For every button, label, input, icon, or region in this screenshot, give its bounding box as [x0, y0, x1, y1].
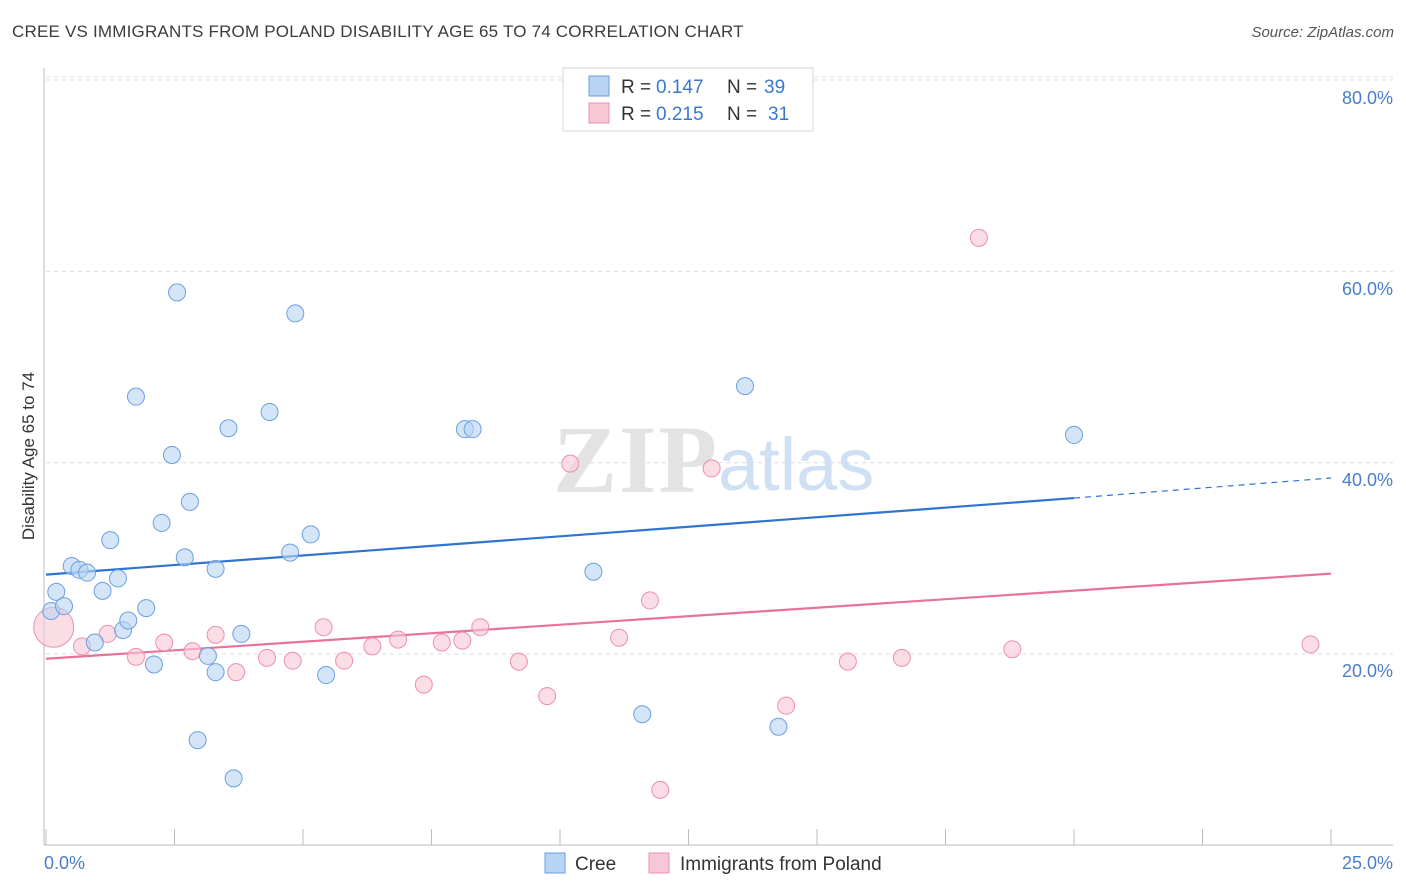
data-point-cree: [301, 525, 320, 544]
bottom-legend: Cree Immigrants from Poland: [544, 852, 882, 875]
data-point-cree: [78, 563, 97, 582]
data-point-poland: [777, 696, 796, 715]
y-tick-label-20: 20.0%: [1342, 661, 1393, 681]
data-point-cree: [633, 705, 652, 724]
data-point-poland: [1301, 635, 1320, 654]
legend-n-label-poland: N =: [727, 104, 757, 125]
data-point-cree: [137, 599, 156, 618]
trend-line-poland: [45, 572, 1332, 660]
bottom-legend-label-poland: Immigrants from Poland: [680, 854, 882, 875]
data-point-poland: [155, 633, 174, 652]
data-point-poland: [414, 675, 433, 694]
data-point-cree: [108, 569, 127, 588]
data-point-poland: [561, 454, 580, 473]
data-point-cree: [1065, 425, 1083, 444]
legend-n-label-cree: N =: [727, 77, 757, 98]
bottom-legend-swatch-poland: [648, 852, 670, 874]
data-point-poland: [610, 628, 629, 647]
chart-title: CREE VS IMMIGRANTS FROM POLAND DISABILIT…: [12, 22, 744, 41]
data-point-poland: [314, 618, 333, 637]
legend-swatch-poland: [588, 102, 610, 124]
data-point-cree: [144, 655, 163, 674]
data-point-cree: [317, 666, 336, 685]
watermark: ZIP atlas: [553, 406, 874, 513]
data-point-poland: [538, 687, 557, 706]
legend-box: R = 0.147 N = 39 R = 0.215 N = 31: [562, 67, 814, 132]
data-point-poland: [432, 633, 451, 652]
x-tick-label-max: 25.0%: [1342, 853, 1393, 873]
legend-r-label-cree: R =: [621, 77, 651, 98]
data-point-cree: [232, 624, 251, 643]
data-point-poland: [283, 651, 302, 670]
data-point-cree: [101, 531, 120, 550]
data-point-poland: [363, 637, 382, 656]
data-point-cree: [180, 492, 199, 511]
data-point-cree: [168, 283, 187, 302]
legend-n-value-cree: 39: [764, 77, 785, 98]
legend-n-value-poland: 31: [768, 104, 789, 125]
data-point-cree: [188, 731, 207, 750]
legend-r-value-cree: 0.147: [656, 77, 704, 98]
bottom-legend-label-cree: Cree: [575, 854, 616, 875]
data-point-poland: [651, 780, 670, 799]
data-point-poland: [335, 651, 354, 670]
data-point-poland: [126, 647, 145, 666]
legend-r-value-poland: 0.215: [656, 104, 704, 125]
data-point-cree: [198, 646, 217, 665]
data-point-cree: [85, 633, 104, 652]
data-point-cree: [93, 581, 112, 600]
data-point-cree: [286, 304, 305, 323]
data-point-cree: [206, 663, 225, 682]
data-point-poland: [206, 625, 225, 644]
data-point-cree: [162, 446, 181, 465]
data-point-poland: [1003, 640, 1022, 659]
data-point-poland: [640, 591, 659, 610]
grid-layer: [46, 76, 1393, 655]
bottom-legend-swatch-cree: [544, 852, 566, 874]
watermark-atlas: atlas: [718, 423, 874, 506]
data-point-cree: [736, 377, 755, 396]
data-point-poland: [471, 618, 490, 637]
y-tick-label-60: 60.0%: [1342, 279, 1393, 299]
data-point-poland: [892, 648, 911, 667]
data-point-cree: [54, 597, 73, 616]
data-point-poland: [389, 630, 408, 649]
source-label: Source: ZipAtlas.com: [1251, 24, 1394, 41]
data-point-poland: [453, 631, 472, 650]
watermark-zip: ZIP: [553, 406, 719, 513]
data-point-cree: [463, 420, 482, 439]
data-point-cree: [119, 611, 138, 630]
data-point-cree: [584, 562, 603, 581]
data-point-cree: [175, 548, 194, 567]
data-point-poland: [258, 648, 277, 667]
data-point-poland: [509, 652, 528, 671]
data-point-poland: [227, 663, 246, 682]
data-point-poland: [183, 642, 202, 661]
data-point-cree: [47, 582, 66, 601]
y-tick-label-80: 80.0%: [1342, 88, 1393, 108]
legend-r-label-poland: R =: [621, 104, 651, 125]
data-point-poland: [969, 228, 988, 247]
data-point-cree: [769, 717, 788, 736]
data-point-cree: [152, 513, 171, 532]
data-point-cree: [219, 419, 238, 438]
trend-line-cree-extension: [1073, 477, 1332, 499]
y-axis-label: Disability Age 65 to 74: [19, 372, 38, 540]
data-point-cree: [260, 402, 279, 421]
data-point-cree: [126, 387, 145, 406]
y-tick-label-40: 40.0%: [1342, 470, 1393, 490]
legend-swatch-cree: [588, 75, 610, 97]
data-point-cree: [281, 543, 300, 562]
data-point-cree: [224, 769, 243, 788]
point-layer: [33, 228, 1320, 799]
data-point-cree: [206, 559, 225, 578]
data-point-poland: [702, 459, 721, 478]
data-point-poland: [838, 652, 857, 671]
axis-layer: [43, 68, 1393, 846]
x-tick-label-min: 0.0%: [44, 853, 85, 873]
